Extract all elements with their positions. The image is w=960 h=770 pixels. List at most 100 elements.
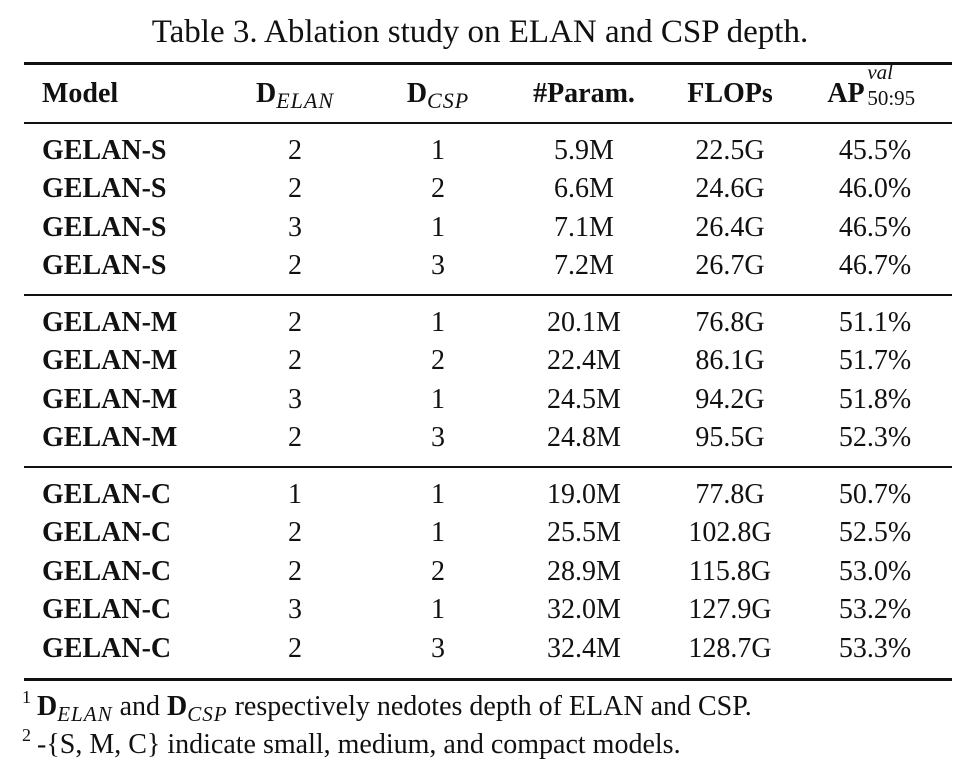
cell-flops: 115.8G bbox=[688, 555, 772, 587]
cell-d-csp: 1 bbox=[431, 135, 445, 166]
cell-ap: 53.0% bbox=[838, 555, 912, 587]
cell-d-elan: 2 bbox=[288, 632, 302, 664]
cell-model: GELAN-S bbox=[42, 135, 167, 166]
table-row: GELAN-M 2 1 20.1M 76.8G 51.1% bbox=[24, 304, 952, 342]
cell-model: GELAN-C bbox=[42, 555, 172, 587]
cell-params: 32.0M bbox=[547, 594, 621, 626]
cell-flops: 102.8G bbox=[688, 517, 772, 549]
cell-flops: 128.7G bbox=[688, 632, 772, 664]
cell-params: 5.9M bbox=[554, 135, 614, 166]
cell-d-elan: 2 bbox=[288, 173, 302, 205]
cell-flops: 26.7G bbox=[695, 250, 765, 282]
cell-d-csp: 1 bbox=[431, 307, 445, 338]
table-row: GELAN-M 2 2 22.4M 86.1G 51.7% bbox=[24, 342, 952, 380]
table-header: Model DELAN DCSP #Param. FLOPs AP val 50:9… bbox=[24, 60, 952, 118]
cell-d-elan: 2 bbox=[288, 250, 302, 282]
cell-flops: 95.5G bbox=[695, 422, 765, 454]
cell-d-csp: 1 bbox=[431, 594, 445, 626]
cell-ap: 52.3% bbox=[838, 422, 912, 454]
cell-model: GELAN-S bbox=[42, 211, 167, 243]
cell-params: 19.0M bbox=[547, 479, 621, 510]
cell-params: 28.9M bbox=[547, 555, 621, 587]
cell-model: GELAN-M bbox=[42, 422, 178, 454]
header-model: Model bbox=[42, 78, 119, 109]
table-row: GELAN-S 2 2 6.6M 24.6G 46.0% bbox=[24, 170, 952, 208]
cell-ap: 46.5% bbox=[838, 211, 912, 243]
cell-d-elan: 3 bbox=[288, 594, 302, 626]
cell-d-elan: 2 bbox=[288, 555, 302, 587]
cell-model: GELAN-S bbox=[42, 173, 167, 205]
cell-params: 25.5M bbox=[547, 517, 621, 549]
cell-params: 24.5M bbox=[547, 383, 621, 415]
group-rule-m-c bbox=[24, 466, 952, 468]
cell-d-elan: 2 bbox=[288, 517, 302, 549]
cell-d-csp: 2 bbox=[431, 173, 445, 205]
cell-ap: 45.5% bbox=[838, 135, 912, 166]
table-row: GELAN-S 2 1 5.9M 22.5G 45.5% bbox=[24, 132, 952, 170]
header-rule bbox=[24, 122, 952, 124]
cell-model: GELAN-M bbox=[42, 345, 178, 377]
cell-flops: 24.6G bbox=[695, 173, 765, 205]
footnote-2-mark: 2 bbox=[22, 725, 31, 745]
footnote-1: 1 DELAN and DCSP respectively nedotes dep… bbox=[22, 687, 752, 726]
cell-d-csp: 3 bbox=[431, 422, 445, 454]
cell-ap: 53.2% bbox=[838, 594, 912, 626]
cell-d-csp: 1 bbox=[431, 211, 445, 243]
table-row: GELAN-C 2 3 32.4M 128.7G 53.3% bbox=[24, 630, 952, 668]
cell-model: GELAN-C bbox=[42, 632, 172, 664]
header-d-csp: DCSP bbox=[406, 78, 470, 113]
table-row: GELAN-C 3 1 32.0M 127.9G 53.2% bbox=[24, 591, 952, 629]
cell-params: 6.6M bbox=[554, 173, 614, 205]
cell-d-elan: 2 bbox=[288, 135, 302, 166]
table-caption: Table 3. Ablation study on ELAN and CSP … bbox=[151, 14, 809, 50]
cell-flops: 127.9G bbox=[688, 594, 772, 626]
cell-d-elan: 2 bbox=[288, 307, 302, 338]
cell-model: GELAN-C bbox=[42, 479, 172, 510]
cell-d-csp: 2 bbox=[431, 345, 445, 377]
cell-model: GELAN-C bbox=[42, 517, 172, 549]
cell-params: 20.1M bbox=[547, 307, 621, 338]
cell-d-csp: 1 bbox=[431, 517, 445, 549]
header-params: #Param. bbox=[533, 78, 635, 109]
cell-params: 24.8M bbox=[547, 422, 621, 454]
cell-flops: 94.2G bbox=[695, 383, 765, 415]
cell-flops: 86.1G bbox=[695, 345, 765, 377]
cell-flops: 76.8G bbox=[695, 307, 765, 338]
cell-params: 32.4M bbox=[547, 632, 621, 664]
top-rule bbox=[24, 62, 952, 65]
cell-d-elan: 1 bbox=[288, 479, 302, 510]
footnote-2: 2 -{S, M, C} indicate small, medium, and … bbox=[22, 725, 681, 760]
cell-ap: 50.7% bbox=[838, 479, 912, 510]
cell-flops: 77.8G bbox=[695, 479, 765, 510]
cell-ap: 51.1% bbox=[838, 307, 912, 338]
cell-ap: 46.0% bbox=[838, 173, 912, 205]
header-flops: FLOPs bbox=[687, 78, 773, 109]
cell-d-csp: 1 bbox=[431, 479, 445, 510]
bottom-rule bbox=[24, 678, 952, 681]
cell-params: 22.4M bbox=[547, 345, 621, 377]
cell-ap: 52.5% bbox=[838, 517, 912, 549]
cell-model: GELAN-S bbox=[42, 250, 167, 282]
cell-ap: 51.8% bbox=[838, 383, 912, 415]
cell-model: GELAN-M bbox=[42, 307, 178, 338]
cell-d-elan: 3 bbox=[288, 211, 302, 243]
table-row: GELAN-C 2 2 28.9M 115.8G 53.0% bbox=[24, 553, 952, 591]
cell-d-elan: 2 bbox=[288, 422, 302, 454]
cell-d-csp: 3 bbox=[431, 632, 445, 664]
cell-d-elan: 3 bbox=[288, 383, 302, 415]
group-rule-s-m bbox=[24, 294, 952, 296]
header-d-elan: DELAN bbox=[255, 78, 335, 113]
cell-params: 7.2M bbox=[554, 250, 614, 282]
table-row: GELAN-M 3 1 24.5M 94.2G 51.8% bbox=[24, 381, 952, 419]
cell-flops: 26.4G bbox=[695, 211, 765, 243]
header-ap: AP val 50:95 bbox=[827, 60, 916, 110]
cell-ap: 51.7% bbox=[838, 345, 912, 377]
cell-d-csp: 2 bbox=[431, 555, 445, 587]
footnote-1-mark: 1 bbox=[22, 687, 31, 707]
table-row: GELAN-C 1 1 19.0M 77.8G 50.7% bbox=[24, 476, 952, 514]
table-row: GELAN-M 2 3 24.8M 95.5G 52.3% bbox=[24, 419, 952, 457]
cell-flops: 22.5G bbox=[695, 135, 765, 166]
table-row: GELAN-C 2 1 25.5M 102.8G 52.5% bbox=[24, 514, 952, 552]
cell-params: 7.1M bbox=[554, 211, 614, 243]
table-row: GELAN-S 3 1 7.1M 26.4G 46.5% bbox=[24, 209, 952, 247]
